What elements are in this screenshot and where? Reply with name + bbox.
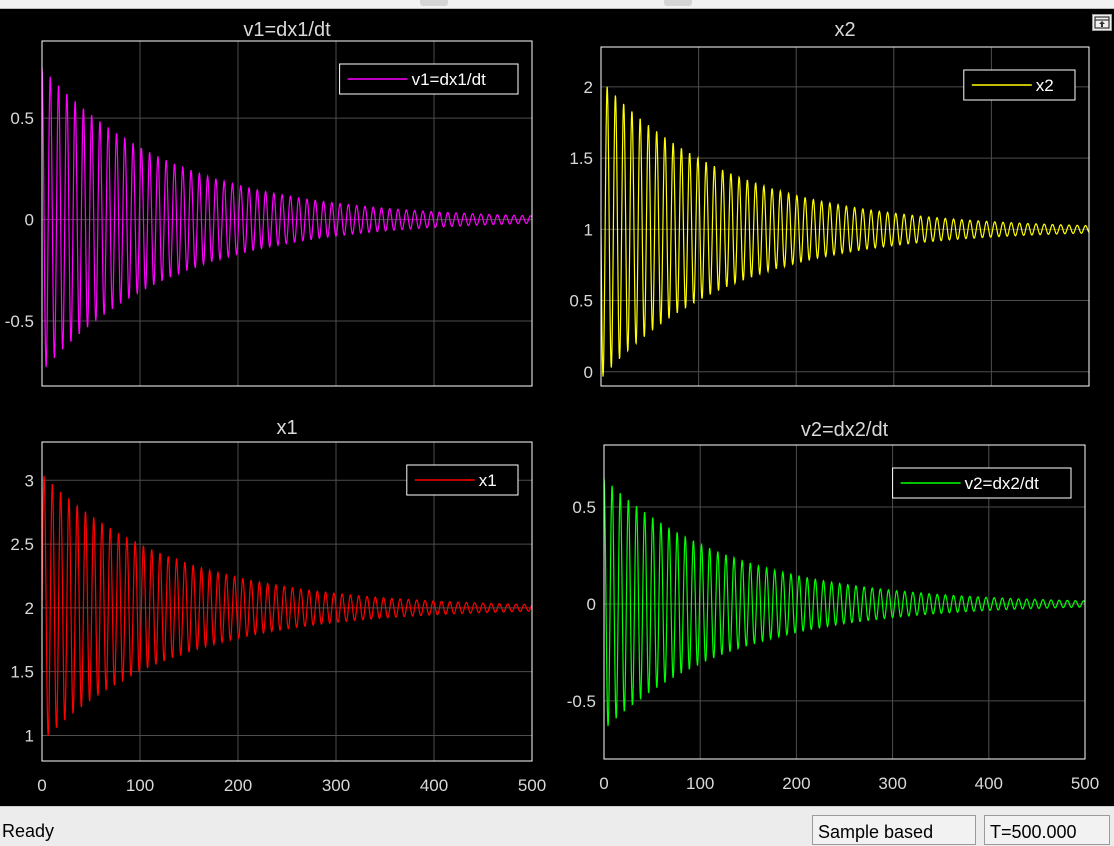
y-tick-label: 1 <box>584 220 593 239</box>
legend[interactable]: v1=dx1/dt <box>339 63 519 95</box>
y-tick-label: 2 <box>584 78 593 97</box>
y-tick-label: 0 <box>25 211 34 230</box>
axes-frame <box>600 46 1090 387</box>
sample-mode-indicator: Sample based <box>812 815 976 845</box>
x-tick-label: 400 <box>975 774 1003 793</box>
x-tick-label: 400 <box>420 776 448 795</box>
top-tab-handle[interactable] <box>420 0 448 6</box>
undock-icon[interactable] <box>1092 14 1112 31</box>
chart-title: v1=dx1/dt <box>243 19 331 41</box>
y-tick-label: -0.5 <box>5 312 34 331</box>
y-tick-label: 0.5 <box>569 292 593 311</box>
x-tick-label: 100 <box>126 776 154 795</box>
series-line-v2=dx2/dt <box>604 477 1085 727</box>
x-tick-label: 0 <box>37 776 46 795</box>
axes-frame <box>41 441 533 762</box>
x-tick-label: 200 <box>224 776 252 795</box>
top-tab-handle[interactable] <box>664 0 692 6</box>
subplot-2[interactable]: x2 0 0.5 1 1.5 2 x2 <box>569 19 1090 387</box>
simulation-time-indicator: T=500.000 <box>984 815 1110 845</box>
subplot-4[interactable]: v2=dx2/dt -0.5 0 0.5 0 100 200 300 400 500 v2=dx2/… <box>567 419 1099 793</box>
legend[interactable]: x2 <box>963 69 1076 101</box>
x-tick-label: 500 <box>1071 774 1099 793</box>
x-tick-label: 0 <box>599 774 608 793</box>
x-tick-label: 300 <box>878 774 906 793</box>
legend[interactable]: v2=dx2/dt <box>892 467 1072 499</box>
chart-title: v2=dx2/dt <box>801 419 889 441</box>
axes-background <box>42 41 532 386</box>
y-tick-label: 1.5 <box>569 149 593 168</box>
y-tick-label: 1 <box>25 726 34 745</box>
series-line-v1=dx1/dt <box>42 67 532 368</box>
legend-label: v2=dx2/dt <box>965 474 1039 493</box>
y-tick-label: 0 <box>584 363 593 382</box>
window-top-bar <box>0 0 1114 9</box>
y-tick-label: 0.5 <box>572 498 596 517</box>
x-tick-label: 300 <box>322 776 350 795</box>
legend-label: x2 <box>1036 76 1054 95</box>
axes-frame <box>41 40 533 387</box>
y-tick-label: -0.5 <box>567 692 596 711</box>
y-tick-label: 1.5 <box>10 663 34 682</box>
legend-label: v1=dx1/dt <box>412 70 486 89</box>
axes-frame <box>603 444 1086 760</box>
status-bar: Ready Sample based T=500.000 <box>0 806 1114 846</box>
chart-title: x1 <box>276 417 297 439</box>
y-tick-label: 0 <box>587 595 596 614</box>
series-line-x2 <box>601 86 1089 377</box>
y-tick-label: 3 <box>25 471 34 490</box>
x-tick-label: 500 <box>518 776 546 795</box>
y-tick-label: 2.5 <box>10 535 34 554</box>
chart-title: x2 <box>834 19 855 41</box>
series-line-x1 <box>42 475 532 736</box>
y-tick-label: 0.5 <box>10 109 34 128</box>
y-tick-label: 2 <box>25 599 34 618</box>
scope-figure: v1=dx1/dt -0.5 0 0.5 v1=dx1/dt x2 0 0.5 1 1.5 2 x2 x… <box>0 9 1114 806</box>
legend-label: x1 <box>479 471 497 490</box>
legend[interactable]: x1 <box>406 464 519 496</box>
subplot-1[interactable]: v1=dx1/dt -0.5 0 0.5 v1=dx1/dt <box>5 19 533 387</box>
x-tick-label: 200 <box>782 774 810 793</box>
x-tick-label: 100 <box>686 774 714 793</box>
subplot-3[interactable]: x1 1 1.5 2 2.5 3 0 100 200 300 400 500 x1 <box>10 417 546 795</box>
status-text: Ready <box>2 821 55 841</box>
